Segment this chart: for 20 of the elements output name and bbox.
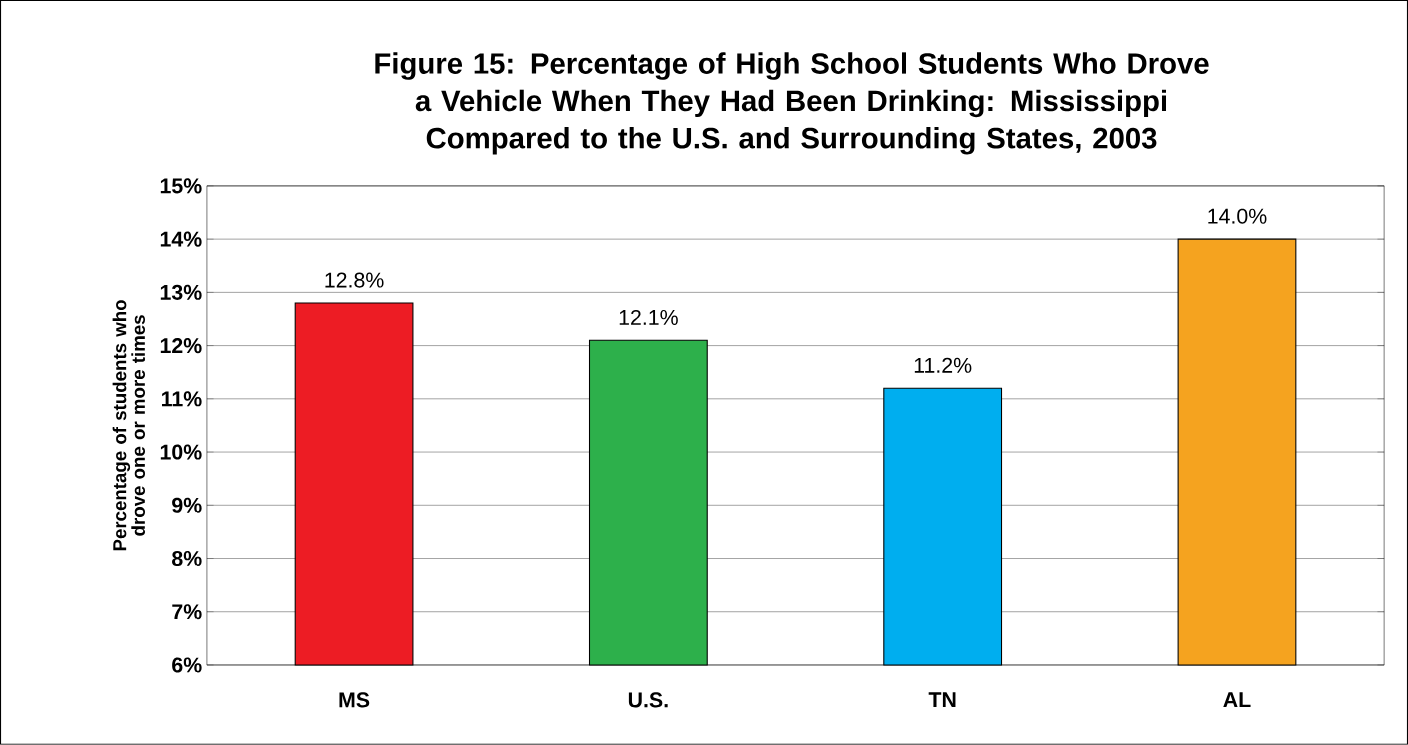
y-axis-title: Percentage of students who drove one or more times — [112, 300, 146, 551]
y-tick-label: 13% — [160, 284, 202, 300]
y-tick-label: 11% — [162, 391, 202, 407]
data-label: 12.8% — [325, 272, 384, 288]
y-tick-label: 8% — [172, 551, 202, 567]
y-tick-label: 14% — [160, 231, 202, 247]
data-label: 14.0% — [1208, 208, 1267, 224]
data-label: 12.1% — [619, 309, 678, 325]
x-tick-label: AL — [1223, 692, 1251, 708]
y-tick-label: 9% — [172, 497, 202, 513]
y-tick-label: 15% — [160, 178, 202, 194]
x-tick-label: U.S. — [628, 692, 668, 708]
chart-title: Figure 15: Percentage of High School Students Who Drove a Vehicle When They Had Been Drinking: Mississippi Compared to the U.S. and Surrounding States, 2003 — [375, 52, 1209, 155]
y-tick-label: 6% — [172, 657, 202, 673]
y-tick-label: 12% — [160, 338, 202, 354]
x-tick-label: MS — [339, 692, 370, 708]
y-tick-label: 7% — [172, 604, 202, 620]
y-tick-label: 10% — [160, 444, 202, 460]
data-label: 11.2% — [914, 357, 972, 373]
x-tick-label: TN — [928, 692, 956, 708]
